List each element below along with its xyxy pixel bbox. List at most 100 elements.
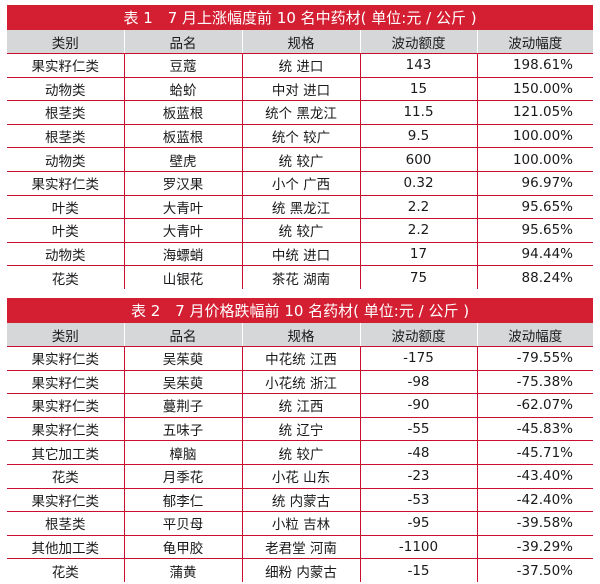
cell-change-amount: 143 [359,53,477,78]
cell-change-amount: 11.5 [359,100,477,125]
cell-specification: 老君堂 河南 [241,535,360,560]
cell-category: 动物类 [7,77,124,102]
column-header-specification: 规格 [241,323,360,347]
cell-change-amount: 2.2 [359,195,477,220]
cell-category: 果实籽仁类 [7,346,124,371]
cell-change-percent: 96.97% [476,171,594,196]
cell-category: 其他加工类 [7,535,124,560]
table-row: 根茎类 板蓝根 统个 较广 9.5 100.00% [7,124,594,149]
cell-change-percent: -45.71% [476,440,594,465]
cell-change-amount: -48 [359,440,477,465]
cell-product-name: 五味子 [123,417,242,442]
cell-change-amount: -55 [359,417,477,442]
cell-change-amount: 9.5 [359,124,477,149]
table-top-risers: 表 1 7 月上涨幅度前 10 名中药材( 单位:元 / 公斤 ) 类别 品名 规格… [7,5,594,289]
cell-category: 根茎类 [7,124,124,149]
cell-change-percent: -79.55% [476,346,594,371]
cell-product-name: 吴茱萸 [123,370,242,395]
cell-specification: 统个 黑龙江 [241,100,360,125]
cell-specification: 小花 山东 [241,464,360,489]
cell-change-amount: 15 [359,77,477,102]
cell-change-percent: 95.65% [476,195,594,220]
table-row: 果实籽仁类 吴茱萸 小花统 浙江 -98 -75.38% [7,370,594,395]
table-row: 叶类 大青叶统 较广 2.2 95.65% [7,218,594,243]
cell-specification: 统 进口 [241,53,360,78]
table-title: 表 1 7 月上涨幅度前 10 名中药材( 单位:元 / 公斤 ) [7,5,594,30]
cell-category: 根茎类 [7,100,124,125]
table-row: 花类 蒲黄 细粉 内蒙古 -15 -37.50% [7,558,594,582]
table-row: 其他加工类 龟甲胶 老君堂 河南 -1100 -39.29% [7,535,594,560]
cell-change-amount: -53 [359,488,477,513]
header-row: 类别 品名 规格 波动额度 波动幅度 [7,30,594,54]
cell-category: 动物类 [7,147,124,172]
cell-category: 动物类 [7,242,124,267]
cell-product-name: 壁虎 [123,147,242,172]
cell-change-percent: 121.05% [476,100,594,125]
cell-category: 根茎类 [7,511,124,536]
cell-product-name: 山银花 [123,265,242,289]
cell-change-percent: 88.24% [476,265,594,289]
cell-product-name: 龟甲胶 [123,535,242,560]
column-header-product-name: 品名 [123,323,242,347]
cell-product-name: 樟脑 [123,440,242,465]
cell-change-amount: -95 [359,511,477,536]
table-row: 花类 月季花 小花 山东 -23 -43.40% [7,464,594,489]
cell-category: 果实籽仁类 [7,488,124,513]
table-title: 表 2 7 月价格跌幅前 10 名药材( 单位:元 / 公斤 ) [7,298,594,323]
cell-specification: 统 较广 [241,218,360,243]
cell-specification: 中统 进口 [241,242,360,267]
cell-change-amount: -175 [359,346,477,371]
cell-specification: 统 江西 [241,393,360,418]
column-header-product-name: 品名 [123,30,242,54]
table-row: 动物类 壁虎统 较广 600 100.00% [7,147,594,172]
cell-specification: 统个 较广 [241,124,360,149]
cell-change-amount: 75 [359,265,477,289]
table-row: 果实籽仁类 五味子统 辽宁 -55 -45.83% [7,417,594,442]
cell-product-name: 罗汉果 [123,171,242,196]
cell-product-name: 蒲黄 [123,558,242,582]
cell-change-percent: -43.40% [476,464,594,489]
cell-change-percent: 198.61% [476,53,594,78]
cell-change-amount: 2.2 [359,218,477,243]
cell-change-percent: -45.83% [476,417,594,442]
cell-change-amount: 0.32 [359,171,477,196]
table-row: 根茎类 板蓝根 统个 黑龙江 11.5 121.05% [7,100,594,125]
cell-change-percent: -62.07% [476,393,594,418]
cell-category: 果实籽仁类 [7,171,124,196]
cell-specification: 统 黑龙江 [241,195,360,220]
cell-change-percent: -39.29% [476,535,594,560]
column-header-specification: 规格 [241,30,360,54]
cell-change-amount: -90 [359,393,477,418]
cell-product-name: 海螵蛸 [123,242,242,267]
column-header-change-percent: 波动幅度 [476,30,594,54]
cell-specification: 细粉 内蒙古 [241,558,360,582]
cell-change-percent: -37.50% [476,558,594,582]
cell-specification: 小粒 吉林 [241,511,360,536]
cell-change-amount: -98 [359,370,477,395]
column-header-category: 类别 [7,30,124,54]
header-row: 类别 品名 规格 波动额度 波动幅度 [7,323,594,347]
cell-change-percent: -39.58% [476,511,594,536]
cell-change-percent: 150.00% [476,77,594,102]
cell-specification: 统 较广 [241,147,360,172]
column-header-change-amount: 波动额度 [359,30,477,54]
cell-category: 花类 [7,464,124,489]
cell-change-percent: 100.00% [476,124,594,149]
cell-change-amount: 600 [359,147,477,172]
cell-change-percent: -75.38% [476,370,594,395]
cell-specification: 统 内蒙古 [241,488,360,513]
cell-change-percent: 94.44% [476,242,594,267]
cell-specification: 统 辽宁 [241,417,360,442]
table-row: 花类 山银花 茶花 湖南 75 88.24% [7,265,594,289]
cell-category: 其它加工类 [7,440,124,465]
cell-change-amount: -15 [359,558,477,582]
table-row: 果实籽仁类 吴茱萸 中花统 江西 -175 -79.55% [7,346,594,371]
cell-category: 果实籽仁类 [7,53,124,78]
cell-change-amount: 17 [359,242,477,267]
cell-product-name: 大青叶 [123,195,242,220]
cell-product-name: 蔓荆子 [123,393,242,418]
cell-category: 叶类 [7,195,124,220]
column-header-change-amount: 波动额度 [359,323,477,347]
table-top-decliners: 表 2 7 月价格跌幅前 10 名药材( 单位:元 / 公斤 ) 类别 品名 规格波… [7,298,594,582]
